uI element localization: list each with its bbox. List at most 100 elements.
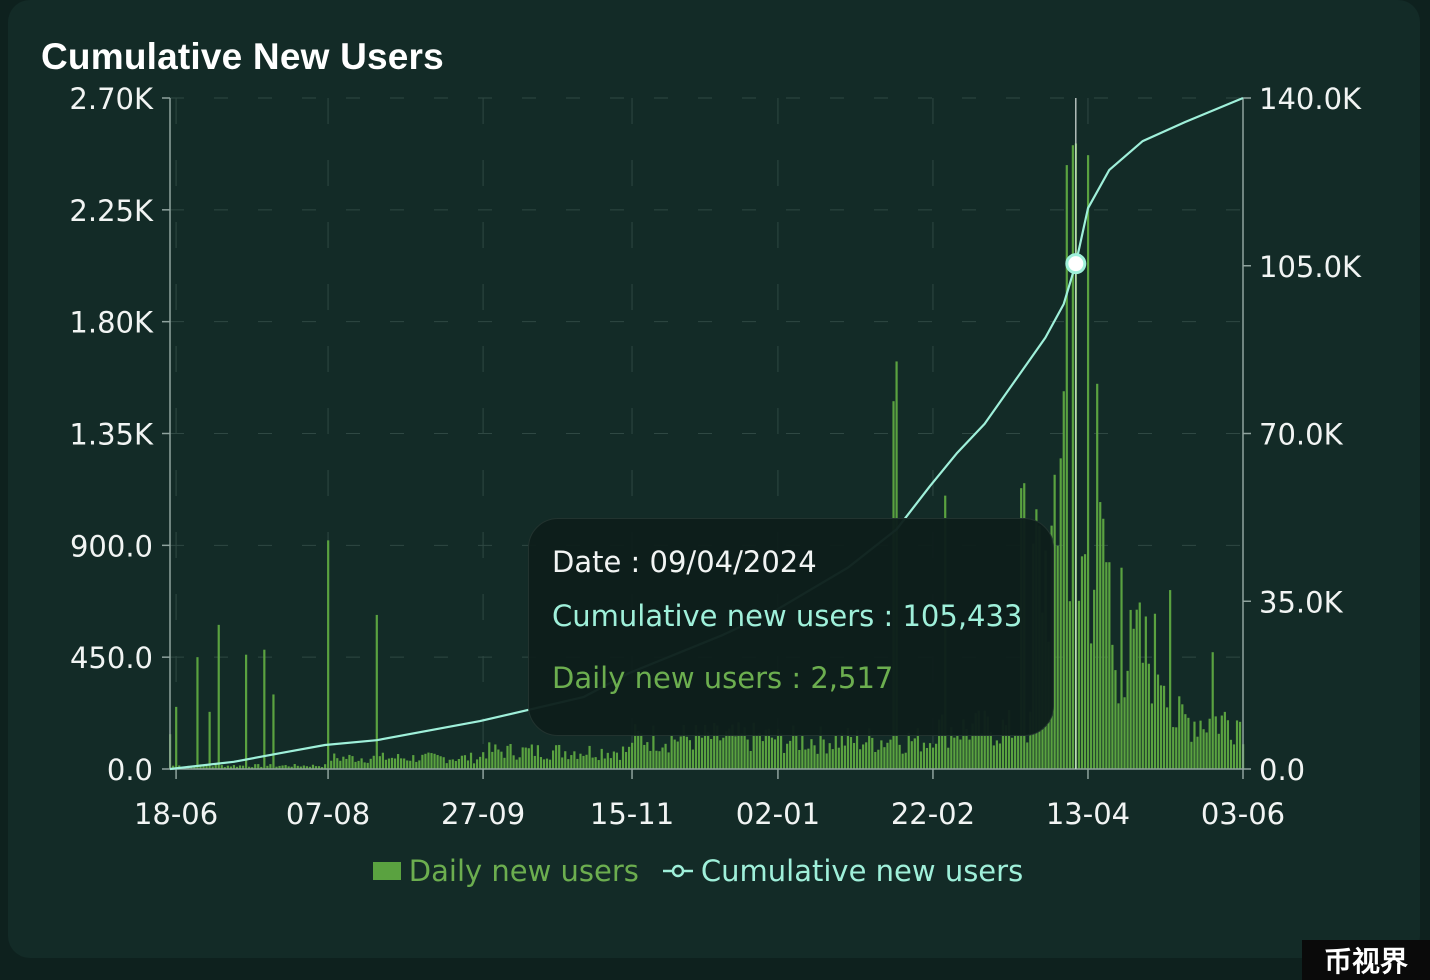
daily-bar [1123, 697, 1126, 769]
x-tick-label: 15-11 [590, 797, 674, 831]
tooltip-date: Date : 09/04/2024 [552, 545, 817, 579]
daily-bar [205, 765, 208, 769]
daily-bar [585, 754, 588, 769]
daily-bar [631, 742, 634, 769]
daily-bar [707, 732, 710, 769]
daily-bar [555, 745, 558, 769]
daily-bar [223, 767, 226, 769]
daily-bar [822, 739, 825, 769]
daily-bar [533, 755, 536, 769]
tooltip-cumulative: Cumulative new users : 105,433 [552, 599, 1023, 633]
daily-bar [1178, 696, 1181, 769]
daily-bar [266, 765, 269, 769]
daily-bar [172, 765, 175, 769]
daily-bar [451, 759, 454, 769]
daily-bar [558, 744, 561, 769]
daily-bar [773, 739, 777, 769]
daily-bar [406, 760, 409, 769]
daily-bar [1166, 707, 1169, 769]
daily-bar [320, 767, 324, 769]
daily-bar [907, 732, 910, 769]
daily-bar [1202, 729, 1205, 769]
daily-bar [448, 759, 451, 769]
x-tick-label: 13-04 [1046, 797, 1130, 831]
daily-bar [700, 737, 704, 769]
daily-bar [968, 739, 971, 769]
daily-bar [229, 766, 232, 769]
daily-bar [676, 741, 679, 769]
daily-bar [573, 751, 576, 769]
daily-bar [801, 734, 804, 769]
daily-bar [336, 758, 339, 769]
daily-bar [995, 740, 998, 769]
daily-bar [980, 733, 983, 769]
daily-bar [241, 765, 245, 769]
daily-bar [439, 756, 442, 769]
daily-bar [305, 766, 308, 769]
tooltip-daily: Daily new users : 2,517 [552, 661, 894, 695]
daily-bar [263, 649, 266, 769]
daily-bar [612, 751, 615, 769]
daily-bar [634, 724, 637, 769]
daily-bar [211, 766, 214, 769]
daily-bar [1029, 711, 1032, 769]
daily-bar [366, 762, 369, 769]
daily-bar [658, 751, 661, 769]
daily-bar [485, 758, 488, 769]
daily-bar [688, 740, 691, 769]
daily-bar [476, 759, 479, 769]
daily-bar [971, 723, 974, 769]
daily-bar [713, 723, 716, 769]
daily-bar [393, 758, 397, 769]
daily-bar [831, 749, 834, 769]
daily-bar [849, 737, 853, 769]
daily-bar [278, 765, 281, 769]
daily-bar [743, 727, 746, 769]
daily-bar [524, 747, 527, 769]
daily-bar [1223, 711, 1226, 769]
daily-bar [1235, 720, 1239, 769]
daily-bar [670, 734, 673, 769]
daily-bar [694, 725, 698, 769]
daily-bar [1068, 601, 1071, 769]
legend-item-daily[interactable]: Daily new users [372, 854, 639, 888]
daily-bar [1083, 554, 1087, 769]
legend-item-cumulative[interactable]: Cumulative new users [662, 854, 1023, 888]
watermark: 币视界 [1302, 940, 1430, 980]
daily-bar [673, 739, 676, 769]
daily-bar [1199, 720, 1202, 769]
daily-bar [1001, 719, 1005, 769]
x-tick-label: 07-08 [286, 797, 370, 831]
y-right-tick-label: 140.0K [1259, 82, 1362, 116]
daily-bar [1117, 703, 1120, 769]
daily-bar [992, 745, 995, 769]
daily-bar [1010, 737, 1014, 769]
daily-bar [1086, 155, 1090, 770]
daily-bar [360, 758, 363, 769]
daily-bar [327, 540, 330, 769]
daily-bar [457, 759, 460, 769]
daily-bar [1232, 744, 1236, 769]
x-tick-label: 03-06 [1201, 797, 1285, 831]
daily-bar [1026, 742, 1029, 769]
daily-bar [597, 760, 600, 769]
daily-bar [965, 729, 968, 769]
legend-daily-swatch [372, 862, 401, 880]
daily-bar [722, 737, 725, 769]
daily-bar [193, 767, 196, 769]
daily-bar [819, 726, 822, 769]
daily-bar [281, 765, 284, 769]
daily-bar [624, 751, 628, 769]
daily-bar [1214, 716, 1217, 769]
daily-bar [925, 747, 929, 769]
daily-bar [494, 744, 497, 769]
daily-bar [302, 765, 305, 769]
daily-bar [293, 764, 296, 769]
daily-bar [807, 748, 810, 769]
daily-bar [609, 758, 612, 769]
daily-bar [725, 731, 728, 769]
y-left-tick-label: 1.80K [69, 306, 154, 340]
daily-bar [244, 654, 248, 769]
daily-bar [959, 739, 962, 769]
